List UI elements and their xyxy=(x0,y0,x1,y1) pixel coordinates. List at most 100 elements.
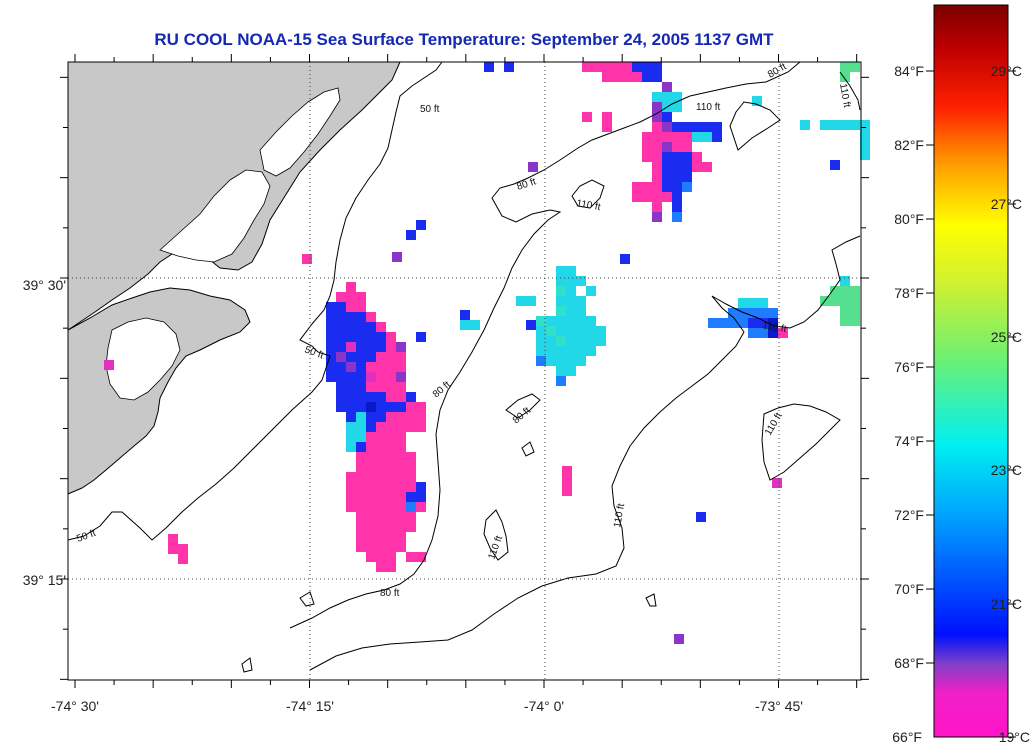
sst-pixel xyxy=(366,412,376,422)
sst-pixel xyxy=(416,422,426,432)
sst-pixel xyxy=(840,276,850,286)
sst-pixel xyxy=(376,522,386,532)
sst-pixel xyxy=(860,150,870,160)
contour-label: 110 ft xyxy=(575,198,601,213)
sst-pixel xyxy=(566,336,576,346)
sst-pixel xyxy=(396,362,406,372)
contour-110ft-c xyxy=(483,509,509,561)
sst-pixel xyxy=(386,522,396,532)
sst-pixel xyxy=(840,316,850,326)
sst-pixel xyxy=(682,132,692,142)
sst-pixel xyxy=(376,392,386,402)
sst-pixel xyxy=(672,142,682,152)
sst-pixel xyxy=(536,346,546,356)
sst-pixel xyxy=(632,62,642,72)
sst-pixel xyxy=(566,296,576,306)
sst-pixel xyxy=(396,482,406,492)
sst-pixel xyxy=(526,320,536,330)
sst-pixel xyxy=(632,192,642,202)
sst-pixel xyxy=(356,342,366,352)
sst-pixel xyxy=(356,442,366,452)
sst-pixel xyxy=(336,352,346,362)
sst-pixel xyxy=(652,202,662,212)
sst-pixel xyxy=(652,162,662,172)
sst-pixel xyxy=(566,316,576,326)
sst-pixel xyxy=(356,542,366,552)
sst-pixel xyxy=(376,352,386,362)
sst-pixel xyxy=(396,392,406,402)
sst-pixel xyxy=(556,296,566,306)
sst-pixel xyxy=(748,328,758,338)
sst-pixel xyxy=(416,402,426,412)
sst-pixel xyxy=(662,92,672,102)
sst-pixel xyxy=(366,382,376,392)
sst-pixel xyxy=(386,562,396,572)
sst-pixel xyxy=(386,452,396,462)
sst-pixel xyxy=(386,342,396,352)
sst-pixel xyxy=(376,502,386,512)
sst-pixel xyxy=(682,142,692,152)
contour-80ft-b xyxy=(505,393,541,419)
sst-pixel xyxy=(652,132,662,142)
sst-pixel xyxy=(346,342,356,352)
sst-pixel xyxy=(556,306,566,316)
sst-pixel xyxy=(850,286,860,296)
sst-pixel xyxy=(406,512,416,522)
sst-pixel xyxy=(662,182,672,192)
sst-pixel xyxy=(830,296,840,306)
sst-pixel xyxy=(366,492,376,502)
sst-pixel xyxy=(356,362,366,372)
sst-pixel xyxy=(376,472,386,482)
sst-pixel xyxy=(346,502,356,512)
sst-pixel xyxy=(576,296,586,306)
sst-pixel xyxy=(346,402,356,412)
sst-pixel xyxy=(840,296,850,306)
sst-pixel xyxy=(752,96,762,106)
sst-pixel xyxy=(642,182,652,192)
sst-pixel xyxy=(642,152,652,162)
sst-pixel xyxy=(336,402,346,412)
sst-pixel xyxy=(376,362,386,372)
celsius-label: 19°C xyxy=(999,729,1030,745)
celsius-label: 29°C xyxy=(991,63,1022,79)
sst-pixel xyxy=(336,372,346,382)
sst-pixel xyxy=(504,62,514,72)
sst-pixel xyxy=(840,72,850,82)
sst-pixel xyxy=(366,422,376,432)
sst-pixel xyxy=(416,220,426,230)
contour-small-4 xyxy=(645,593,657,607)
sst-pixel xyxy=(566,366,576,376)
sst-pixel xyxy=(692,122,702,132)
sst-pixel xyxy=(366,552,376,562)
sst-pixel xyxy=(356,352,366,362)
sst-pixel xyxy=(396,512,406,522)
sst-pixel xyxy=(748,318,758,328)
sst-pixel xyxy=(758,308,768,318)
sst-pixel xyxy=(556,286,566,296)
sst-pixel xyxy=(642,142,652,152)
sst-pixel xyxy=(850,120,860,130)
contour-small-1 xyxy=(299,591,315,607)
sst-pixel xyxy=(850,296,860,306)
sst-pixel xyxy=(356,332,366,342)
sst-pixel xyxy=(386,442,396,452)
sst-pixel xyxy=(566,276,576,286)
sst-pixel xyxy=(800,120,810,130)
sst-pixel xyxy=(302,254,312,264)
sst-pixel xyxy=(620,254,630,264)
sst-pixel xyxy=(386,372,396,382)
sst-pixel xyxy=(406,230,416,240)
bay-area xyxy=(159,169,271,263)
contour-110ft-b xyxy=(571,179,605,209)
sst-pixel xyxy=(758,328,768,338)
sst-pixel xyxy=(652,92,662,102)
sst-pixel xyxy=(566,326,576,336)
sst-pixel xyxy=(576,306,586,316)
sst-pixel xyxy=(662,172,672,182)
sst-pixel xyxy=(582,112,592,122)
sst-pixel xyxy=(406,552,416,562)
celsius-label: 27°C xyxy=(991,196,1022,212)
sst-pixel xyxy=(768,318,778,328)
sst-pixel xyxy=(556,346,566,356)
sst-pixel xyxy=(692,162,702,172)
